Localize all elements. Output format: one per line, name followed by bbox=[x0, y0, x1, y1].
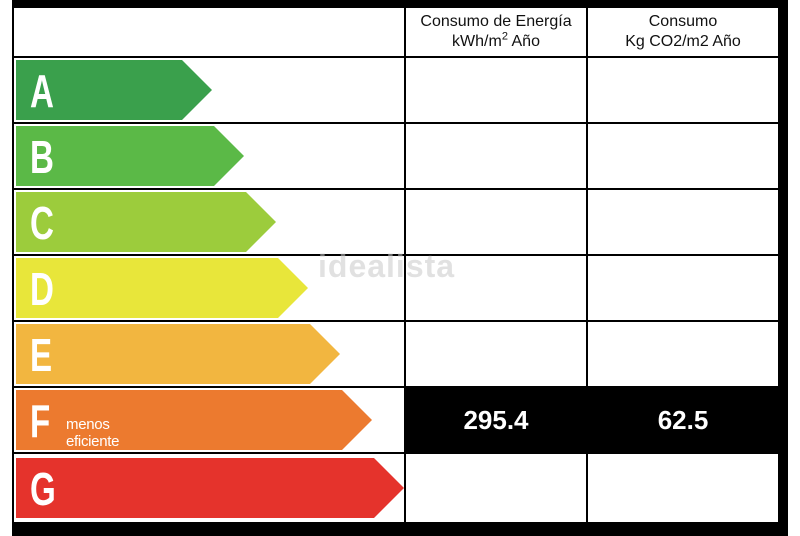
energy-value-cell: 295.4 bbox=[406, 388, 586, 452]
co2-cell-b bbox=[588, 124, 778, 188]
co2-cell-e bbox=[588, 322, 778, 386]
energy-cell-c bbox=[406, 190, 586, 254]
co2-cell-a bbox=[588, 58, 778, 122]
rating-cell-a: A más eficiente bbox=[14, 18, 404, 122]
rating-cell-f: F bbox=[14, 388, 404, 452]
rating-cell-e: E bbox=[14, 322, 404, 386]
energy-cell-e bbox=[406, 322, 586, 386]
energy-column-header: Consumo de Energía kWh/m2 Año bbox=[406, 8, 586, 56]
co2-cell-c bbox=[588, 190, 778, 254]
rating-cell-b: B bbox=[14, 124, 404, 188]
rating-letter: A bbox=[30, 65, 54, 117]
co2-column-header: Consumo Kg CO2/m2 Año bbox=[588, 8, 778, 56]
rating-cell-g: G menos eficiente bbox=[14, 416, 404, 522]
energy-cell-a bbox=[406, 58, 586, 122]
co2-cell-g bbox=[588, 454, 778, 522]
rating-letter: G bbox=[30, 463, 56, 515]
rating-label: menos eficiente bbox=[66, 416, 120, 450]
rating-letter: C bbox=[30, 197, 54, 249]
energy-certificate-table: Consumo de Energía kWh/m2 Año Consumo Kg… bbox=[12, 0, 788, 536]
rating-cell-d: D bbox=[14, 256, 404, 320]
rating-letter: B bbox=[30, 131, 54, 183]
header-empty-cell bbox=[14, 8, 404, 56]
energy-cell-d bbox=[406, 256, 586, 320]
co2-column-title: Consumo bbox=[648, 13, 718, 30]
energy-column-unit: kWh/m2 Año bbox=[452, 30, 540, 50]
co2-value: 62.5 bbox=[657, 404, 709, 435]
rating-letter: F bbox=[30, 395, 51, 447]
rating-cell-c: C bbox=[14, 190, 404, 254]
co2-cell-d bbox=[588, 256, 778, 320]
energy-cell-g bbox=[406, 454, 586, 522]
rating-label: más eficiente bbox=[66, 18, 120, 52]
rating-letter: E bbox=[30, 329, 53, 381]
watermark-logo: idealista bbox=[318, 248, 456, 284]
co2-value-cell: 62.5 bbox=[588, 388, 778, 452]
arrow-shape bbox=[16, 60, 212, 120]
rating-letter: D bbox=[30, 263, 54, 315]
co2-column-unit: Kg CO2/m2 Año bbox=[625, 33, 741, 50]
energy-value: 295.4 bbox=[463, 404, 529, 435]
energy-column-title: Consumo de Energía bbox=[420, 13, 572, 30]
energy-cell-b bbox=[406, 124, 586, 188]
